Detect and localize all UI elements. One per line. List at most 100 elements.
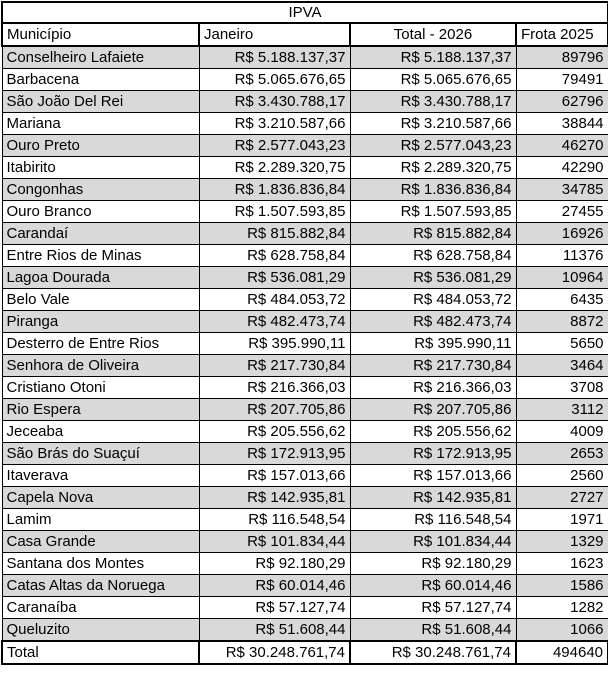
janeiro-cell[interactable]: R$ 628.758,84 — [198, 244, 351, 267]
total-2026-cell[interactable]: R$ 57.127,74 — [349, 596, 517, 619]
total-2026-cell[interactable]: R$ 116.548,54 — [349, 508, 517, 531]
janeiro-cell[interactable]: R$ 484.053,72 — [198, 288, 351, 311]
column-header-janeiro[interactable]: Janeiro — [198, 22, 351, 47]
total-2026-cell[interactable]: R$ 2.289.320,75 — [349, 156, 517, 179]
total-2026-cell[interactable]: R$ 30.248.761,74 — [349, 640, 517, 665]
total-2026-cell[interactable]: R$ 205.556,62 — [349, 420, 517, 443]
frota-2025-cell[interactable]: 8872 — [515, 310, 608, 333]
frota-2025-cell[interactable]: 38844 — [515, 112, 608, 135]
frota-2025-cell[interactable]: 16926 — [515, 222, 608, 245]
frota-2025-cell[interactable]: 89796 — [515, 45, 608, 69]
janeiro-cell[interactable]: R$ 3.210.587,66 — [198, 112, 351, 135]
municipio-cell[interactable]: Entre Rios de Minas — [1, 244, 200, 267]
frota-2025-cell[interactable]: 2560 — [515, 464, 608, 487]
janeiro-cell[interactable]: R$ 207.705,86 — [198, 398, 351, 421]
municipio-cell[interactable]: Queluzito — [1, 618, 200, 642]
frota-2025-cell[interactable]: 62796 — [515, 90, 608, 113]
total-2026-cell[interactable]: R$ 142.935,81 — [349, 486, 517, 509]
frota-2025-cell[interactable]: 3112 — [515, 398, 608, 421]
janeiro-cell[interactable]: R$ 116.548,54 — [198, 508, 351, 531]
frota-2025-cell[interactable]: 1971 — [515, 508, 608, 531]
total-2026-cell[interactable]: R$ 628.758,84 — [349, 244, 517, 267]
total-2026-cell[interactable]: R$ 217.730,84 — [349, 354, 517, 377]
janeiro-cell[interactable]: R$ 2.577.043,23 — [198, 134, 351, 157]
total-2026-cell[interactable]: R$ 395.990,11 — [349, 332, 517, 355]
municipio-cell[interactable]: Catas Altas da Noruega — [1, 574, 200, 597]
municipio-cell[interactable]: Piranga — [1, 310, 200, 333]
municipio-cell[interactable]: Casa Grande — [1, 530, 200, 553]
total-2026-cell[interactable]: R$ 3.430.788,17 — [349, 90, 517, 113]
total-2026-cell[interactable]: R$ 1.836.836,84 — [349, 178, 517, 201]
municipio-cell[interactable]: Jeceaba — [1, 420, 200, 443]
frota-2025-cell[interactable]: 3464 — [515, 354, 608, 377]
janeiro-cell[interactable]: R$ 5.065.676,65 — [198, 68, 351, 91]
frota-2025-cell[interactable]: 2727 — [515, 486, 608, 509]
janeiro-cell[interactable]: R$ 92.180,29 — [198, 552, 351, 575]
municipio-cell[interactable]: Ouro Preto — [1, 134, 200, 157]
janeiro-cell[interactable]: R$ 3.430.788,17 — [198, 90, 351, 113]
municipio-cell[interactable]: Belo Vale — [1, 288, 200, 311]
janeiro-cell[interactable]: R$ 51.608,44 — [198, 618, 351, 642]
total-2026-cell[interactable]: R$ 5.188.137,37 — [349, 45, 517, 69]
column-header-total-2026[interactable]: Total - 2026 — [349, 22, 517, 47]
frota-2025-cell[interactable]: 4009 — [515, 420, 608, 443]
total-label-cell[interactable]: Total — [1, 640, 200, 665]
frota-2025-cell[interactable]: 6435 — [515, 288, 608, 311]
janeiro-cell[interactable]: R$ 57.127,74 — [198, 596, 351, 619]
municipio-cell[interactable]: Itaverava — [1, 464, 200, 487]
municipio-cell[interactable]: São Brás do Suaçuí — [1, 442, 200, 465]
frota-2025-cell[interactable]: 10964 — [515, 266, 608, 289]
total-2026-cell[interactable]: R$ 536.081,29 — [349, 266, 517, 289]
total-2026-cell[interactable]: R$ 2.577.043,23 — [349, 134, 517, 157]
total-2026-cell[interactable]: R$ 51.608,44 — [349, 618, 517, 642]
frota-2025-cell[interactable]: 1623 — [515, 552, 608, 575]
janeiro-cell[interactable]: R$ 536.081,29 — [198, 266, 351, 289]
total-2026-cell[interactable]: R$ 1.507.593,85 — [349, 200, 517, 223]
janeiro-cell[interactable]: R$ 157.013,66 — [198, 464, 351, 487]
municipio-cell[interactable]: Mariana — [1, 112, 200, 135]
municipio-cell[interactable]: Lamim — [1, 508, 200, 531]
municipio-cell[interactable]: Senhora de Oliveira — [1, 354, 200, 377]
column-header-municipio[interactable]: Município — [1, 22, 200, 47]
total-2026-cell[interactable]: R$ 3.210.587,66 — [349, 112, 517, 135]
frota-2025-cell[interactable]: 1066 — [515, 618, 608, 642]
total-2026-cell[interactable]: R$ 5.065.676,65 — [349, 68, 517, 91]
municipio-cell[interactable]: Barbacena — [1, 68, 200, 91]
total-2026-cell[interactable]: R$ 60.014,46 — [349, 574, 517, 597]
janeiro-cell[interactable]: R$ 142.935,81 — [198, 486, 351, 509]
municipio-cell[interactable]: Santana dos Montes — [1, 552, 200, 575]
janeiro-cell[interactable]: R$ 217.730,84 — [198, 354, 351, 377]
frota-2025-cell[interactable]: 1586 — [515, 574, 608, 597]
total-2026-cell[interactable]: R$ 101.834,44 — [349, 530, 517, 553]
total-2026-cell[interactable]: R$ 207.705,86 — [349, 398, 517, 421]
municipio-cell[interactable]: Capela Nova — [1, 486, 200, 509]
total-2026-cell[interactable]: R$ 482.473,74 — [349, 310, 517, 333]
janeiro-cell[interactable]: R$ 815.882,84 — [198, 222, 351, 245]
janeiro-cell[interactable]: R$ 101.834,44 — [198, 530, 351, 553]
frota-2025-cell[interactable]: 79491 — [515, 68, 608, 91]
total-2026-cell[interactable]: R$ 815.882,84 — [349, 222, 517, 245]
total-2026-cell[interactable]: R$ 216.366,03 — [349, 376, 517, 399]
total-janeiro-cell[interactable]: R$ 30.248.761,74 — [198, 640, 351, 665]
municipio-cell[interactable]: São João Del Rei — [1, 90, 200, 113]
municipio-cell[interactable]: Rio Espera — [1, 398, 200, 421]
total-2026-cell[interactable]: R$ 92.180,29 — [349, 552, 517, 575]
municipio-cell[interactable]: Caranaíba — [1, 596, 200, 619]
total-2026-cell[interactable]: R$ 172.913,95 — [349, 442, 517, 465]
total-frota-cell[interactable]: 494640 — [514, 640, 608, 665]
municipio-cell[interactable]: Conselheiro Lafaiete — [1, 45, 200, 69]
frota-2025-cell[interactable]: 46270 — [515, 134, 608, 157]
municipio-cell[interactable]: Congonhas — [1, 178, 200, 201]
janeiro-cell[interactable]: R$ 1.836.836,84 — [198, 178, 351, 201]
municipio-cell[interactable]: Lagoa Dourada — [1, 266, 200, 289]
municipio-cell[interactable]: Cristiano Otoni — [1, 376, 200, 399]
janeiro-cell[interactable]: R$ 205.556,62 — [198, 420, 351, 443]
janeiro-cell[interactable]: R$ 1.507.593,85 — [198, 200, 351, 223]
frota-2025-cell[interactable]: 1329 — [515, 530, 608, 553]
frota-2025-cell[interactable]: 5650 — [515, 332, 608, 355]
municipio-cell[interactable]: Ouro Branco — [1, 200, 200, 223]
total-2026-cell[interactable]: R$ 484.053,72 — [349, 288, 517, 311]
frota-2025-cell[interactable]: 11376 — [515, 244, 608, 267]
janeiro-cell[interactable]: R$ 482.473,74 — [198, 310, 351, 333]
janeiro-cell[interactable]: R$ 172.913,95 — [198, 442, 351, 465]
